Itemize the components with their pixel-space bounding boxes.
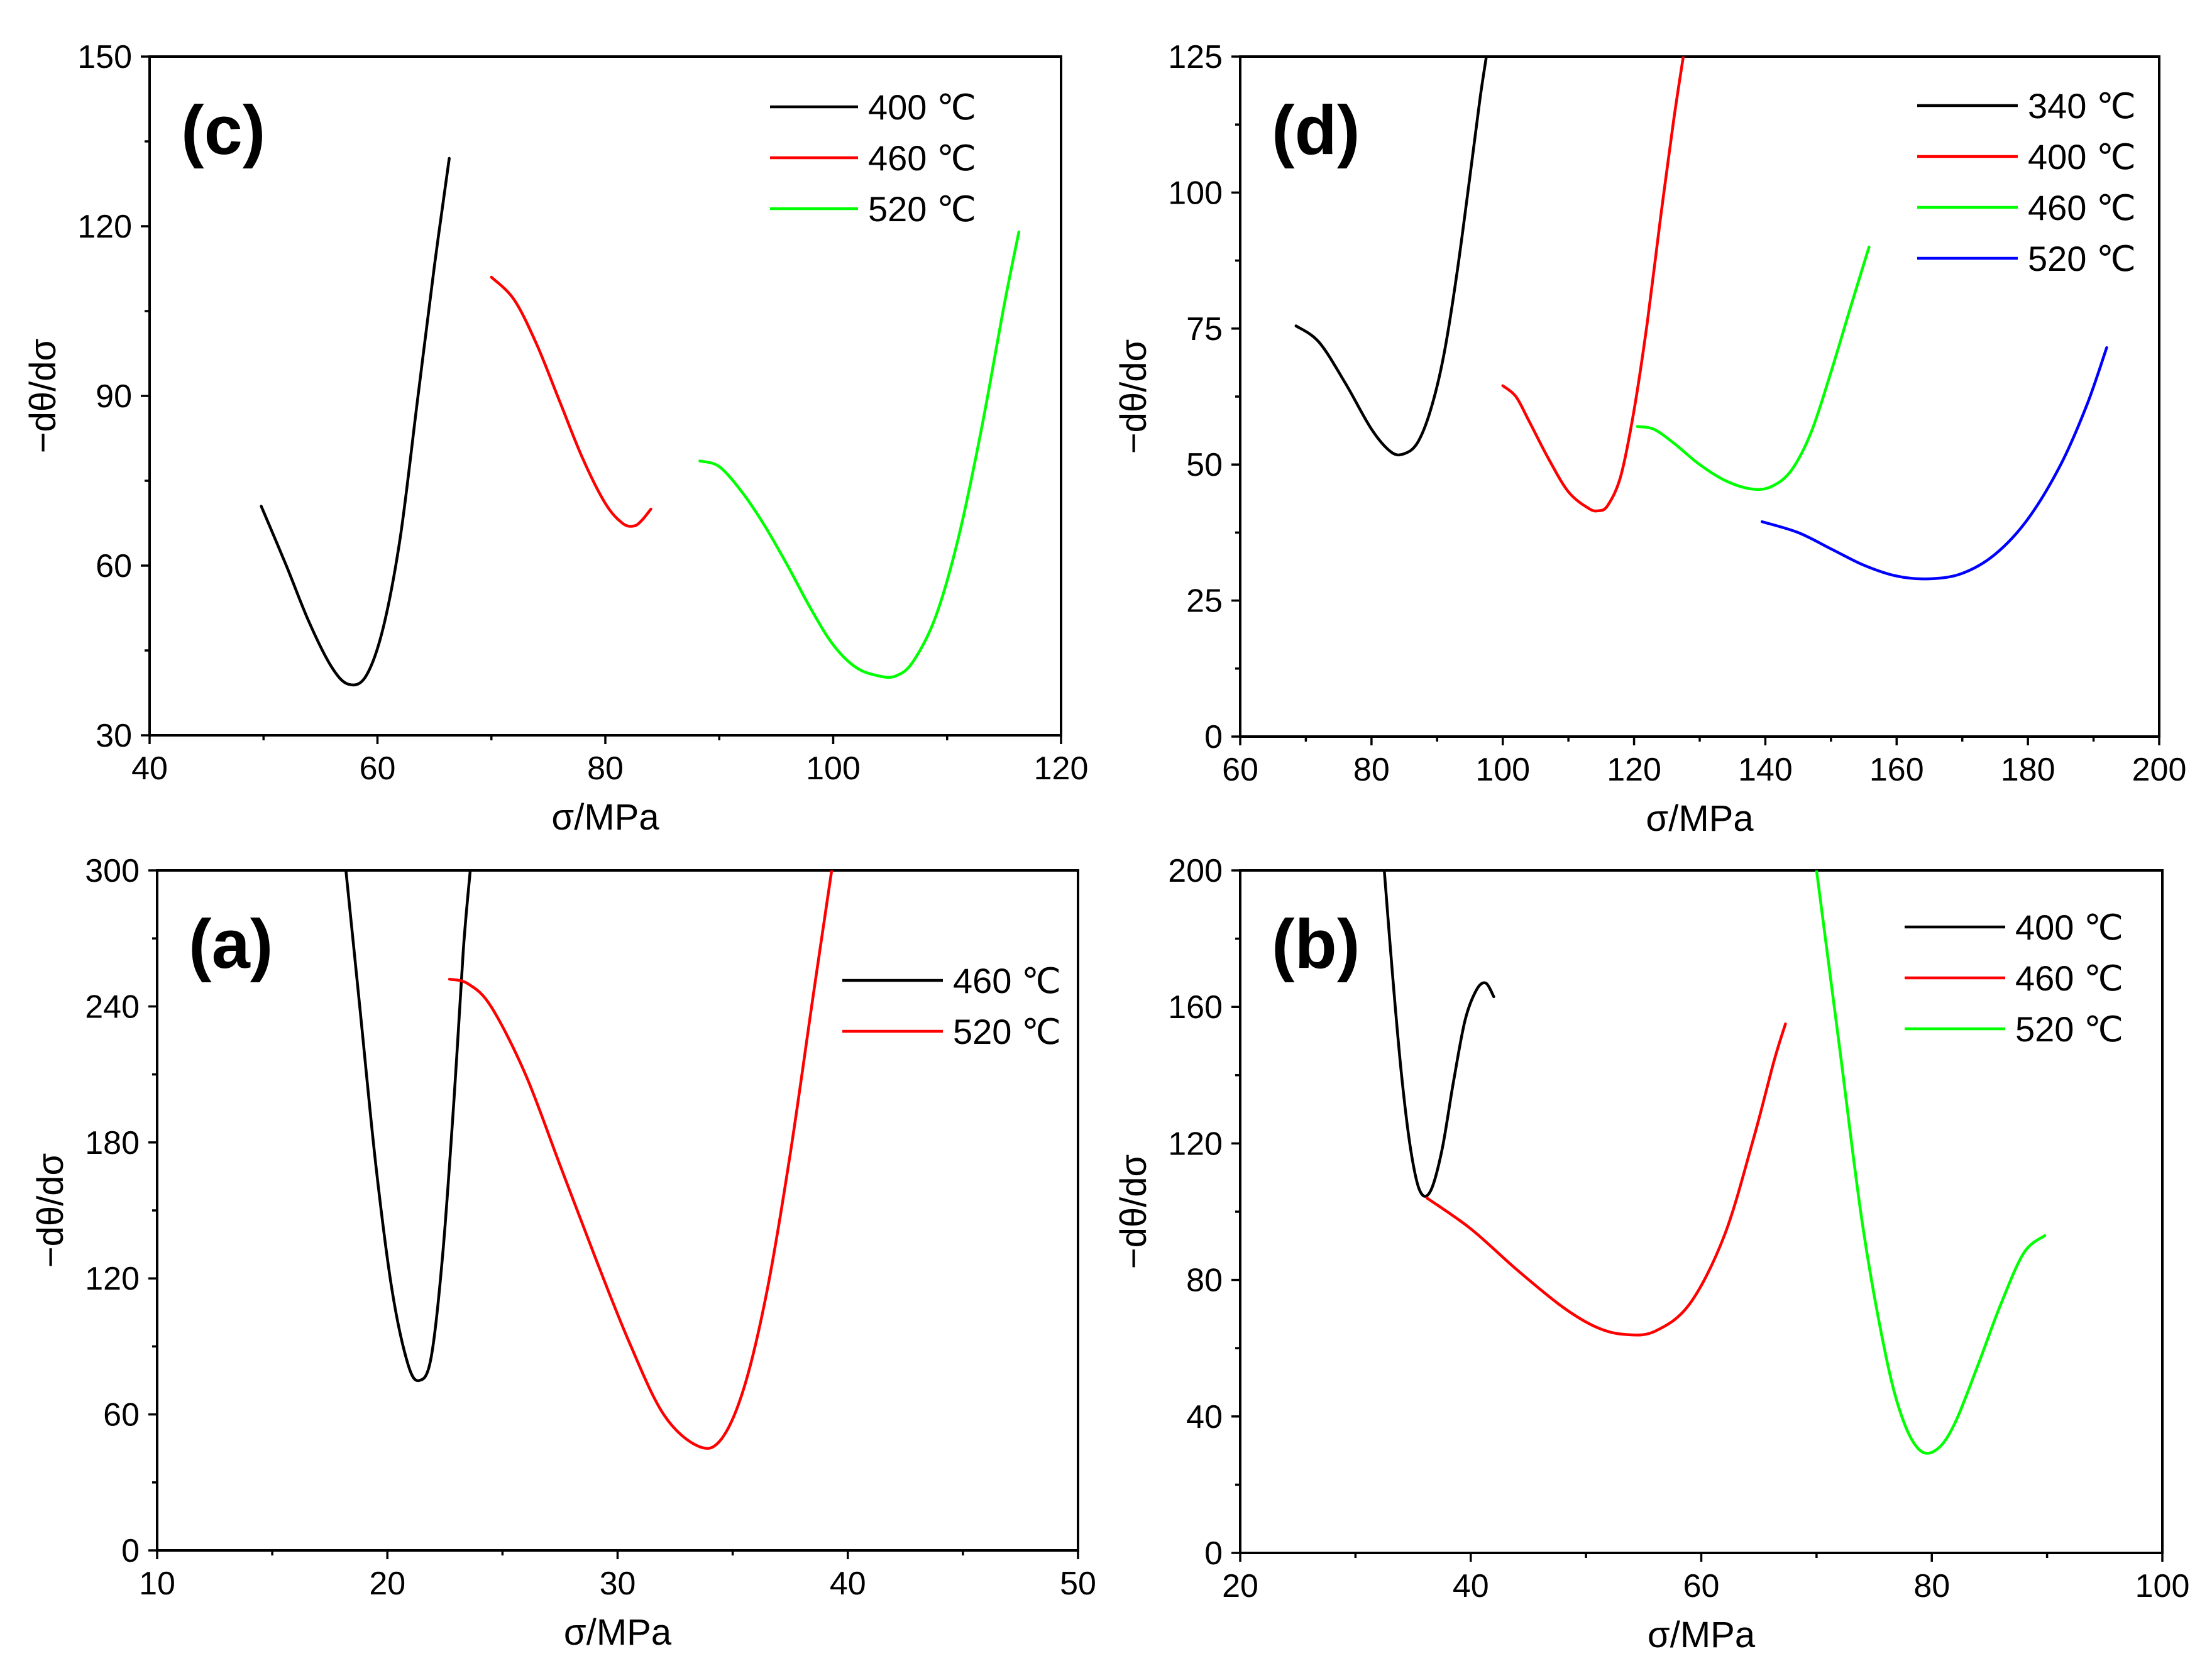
panel-d-y-tick-label: 50 <box>1186 447 1223 483</box>
panel-a-frame <box>156 869 1079 1552</box>
panel-a-y-tick-label: 60 <box>103 1397 140 1434</box>
panel-b-x-tick-label: 80 <box>1913 1568 1950 1604</box>
panel-b-y-tick-label: 200 <box>1168 853 1223 889</box>
panel-a-y-tick-label: 0 <box>121 1533 140 1569</box>
panel-b-x-tick-label: 20 <box>1222 1568 1258 1604</box>
panel-a-x-tick-label: 10 <box>139 1566 175 1602</box>
panel-d-y-tick-label: 100 <box>1168 175 1223 211</box>
panel-a-y-tick-label: 180 <box>85 1125 140 1161</box>
panel-d-x-tick-label: 120 <box>1607 752 1661 788</box>
panel-c: 40 60 80 100 120 30 60 90 120 150 σ/MPa −dθ/dσ (c) 40… <box>23 39 1088 838</box>
panel-c-x-axis-title: σ/MPa <box>551 797 659 838</box>
panel-d: 60 80 100 120 140 160 180 200 0 25 50 75 100 125 σ/MPa… <box>1113 39 2186 839</box>
panel-b-series-2-line <box>1815 870 2047 1455</box>
panel-d-y-tick-label: 125 <box>1168 39 1223 75</box>
panel-a-x-tick-label: 20 <box>369 1566 405 1602</box>
panel-c-x-tick-label: 80 <box>587 750 624 787</box>
panel-c-y-tick-label: 30 <box>96 718 132 754</box>
panel-c-series-1-line <box>490 275 652 528</box>
panel-d-x-tick-label: 100 <box>1475 752 1530 788</box>
panel-c-legend-label-0: 400 ℃ <box>868 87 976 127</box>
panel-b-x-tick-label: 40 <box>1453 1568 1489 1604</box>
panel-c-x-tick-label: 120 <box>1034 750 1089 787</box>
panel-c-label: (c) <box>181 92 265 169</box>
panel-a-series-0-line <box>344 870 472 1383</box>
panel-b-y-tick-label: 0 <box>1204 1535 1223 1572</box>
panel-b-y-tick-label: 120 <box>1168 1126 1223 1162</box>
panel-c-y-tick-label: 60 <box>96 548 132 584</box>
panel-a-y-tick-label: 300 <box>85 853 140 889</box>
panel-d-legend-label-3: 520 ℃ <box>2028 239 2136 278</box>
panel-b-y-tick-label: 40 <box>1186 1399 1223 1435</box>
panel-a-series-1-line <box>448 870 834 1450</box>
panel-c-series-2-line <box>698 230 1021 679</box>
panel-b-x-tick-label: 60 <box>1683 1568 1720 1604</box>
panel-c-y-tick-label: 150 <box>77 39 132 75</box>
panel-d-x-tick-label: 60 <box>1222 752 1258 788</box>
panel-a-legend-label-1: 520 ℃ <box>953 1012 1061 1051</box>
panel-d-legend-label-2: 460 ℃ <box>2028 188 2136 228</box>
panel-a-x-tick-label: 30 <box>600 1566 636 1602</box>
panel-c-x-tick-label: 40 <box>131 750 168 787</box>
panel-c-y-axis-title: −dθ/dσ <box>23 339 63 454</box>
panel-b-x-axis-title: σ/MPa <box>1648 1615 1756 1655</box>
panel-d-x-tick-label: 200 <box>2132 752 2187 788</box>
panel-d-series-1-line <box>1501 57 1685 513</box>
panel-a-y-tick-label: 120 <box>85 1261 140 1297</box>
panel-a-x-tick-label: 50 <box>1060 1566 1096 1602</box>
panel-a: 10 20 30 40 50 0 60 120 180 240 300 σ/MPa −dθ/dσ (a) 4… <box>30 853 1096 1653</box>
panel-d-series-0-line <box>1294 57 1488 457</box>
panel-d-label: (d) <box>1272 92 1360 169</box>
panel-b-legend-label-2: 520 ℃ <box>2015 1009 2123 1049</box>
panel-b-series-0-line <box>1382 870 1495 1198</box>
panel-b-legend-label-1: 460 ℃ <box>2015 958 2123 998</box>
panel-d-x-tick-label: 180 <box>2001 752 2055 788</box>
panel-d-frame <box>1239 55 2160 738</box>
panel-c-y-tick-label: 90 <box>96 378 132 415</box>
panel-d-legend-label-1: 400 ℃ <box>2028 137 2136 177</box>
panel-d-legend-label-0: 340 ℃ <box>2028 86 2136 126</box>
panel-d-x-tick-label: 80 <box>1353 752 1390 788</box>
panel-b-y-tick-label: 160 <box>1168 989 1223 1026</box>
panel-d-y-tick-label: 0 <box>1204 719 1223 755</box>
panel-b-y-axis-title: −dθ/dσ <box>1113 1154 1154 1269</box>
panel-d-series-2-line <box>1636 245 1871 491</box>
panel-d-y-axis-title: −dθ/dσ <box>1113 339 1154 454</box>
panel-c-x-tick-label: 100 <box>806 750 861 787</box>
panel-c-series-0-line <box>260 156 451 687</box>
panel-b-legend-label-0: 400 ℃ <box>2015 908 2123 947</box>
panel-c-legend-label-2: 520 ℃ <box>868 189 976 229</box>
panel-c-x-tick-label: 60 <box>360 750 396 787</box>
panel-d-series-3-line <box>1760 346 2108 581</box>
panel-a-legend-label-0: 460 ℃ <box>953 961 1061 1001</box>
panel-d-x-axis-title: σ/MPa <box>1646 798 1754 839</box>
panel-d-y-tick-label: 25 <box>1186 583 1223 620</box>
panel-b: 20 40 60 80 100 0 40 80 120 160 200 σ/MPa −dθ/dσ (b) 4… <box>1113 853 2189 1655</box>
panel-a-y-axis-title: −dθ/dσ <box>30 1153 71 1268</box>
panel-b-x-tick-label: 100 <box>2135 1568 2190 1604</box>
panel-a-label: (a) <box>189 906 273 983</box>
panel-b-label: (b) <box>1272 906 1360 983</box>
panel-b-y-tick-label: 80 <box>1186 1263 1223 1299</box>
panel-d-x-tick-label: 140 <box>1738 752 1793 788</box>
panel-d-x-tick-label: 160 <box>1869 752 1924 788</box>
panel-c-legend-label-1: 460 ℃ <box>868 138 976 178</box>
panel-b-series-1-line <box>1425 1023 1787 1337</box>
panel-d-y-tick-label: 75 <box>1186 311 1223 348</box>
panel-a-x-tick-label: 40 <box>830 1566 866 1602</box>
panel-a-x-axis-title: σ/MPa <box>564 1612 672 1653</box>
panel-a-y-tick-label: 240 <box>85 989 140 1025</box>
panel-c-y-tick-label: 120 <box>77 209 132 245</box>
